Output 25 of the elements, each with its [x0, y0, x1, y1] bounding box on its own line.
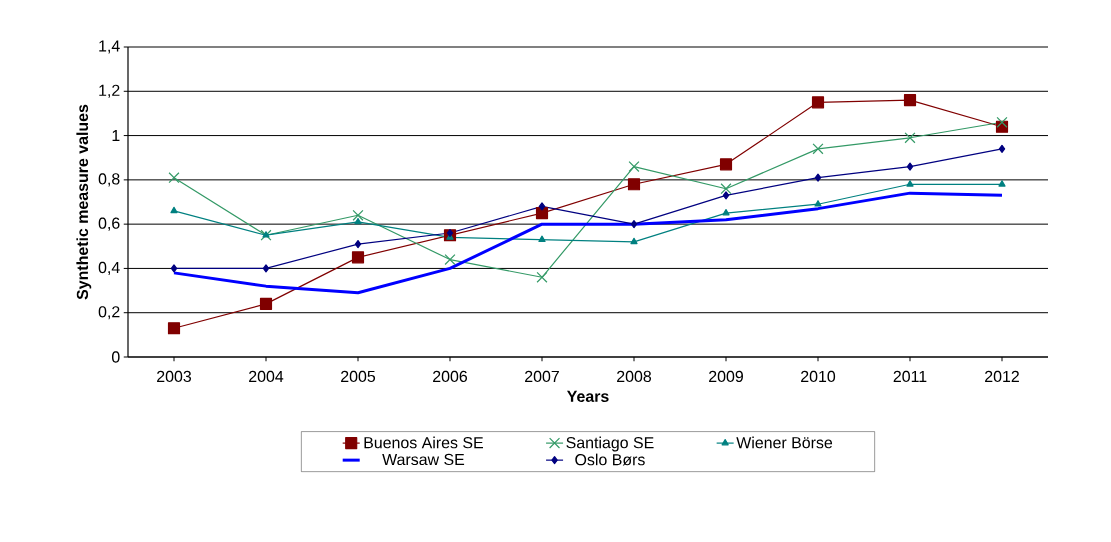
x-tick-label: 2004 [249, 370, 284, 383]
x-tick-label: 2012 [985, 370, 1019, 383]
legend-label: Wiener Börse [736, 436, 833, 449]
y-tick-label: 1,2 [99, 84, 120, 98]
y-axis-title: Synthetic measure values [76, 104, 92, 300]
x-tick-label: 2008 [617, 370, 652, 383]
x-axis-title: Years [566, 390, 609, 402]
legend-label: Santiago SE [566, 436, 654, 452]
x-tick-label: 2003 [157, 370, 192, 383]
x-tick-label: 2006 [433, 370, 468, 383]
y-tick-label: 0,2 [98, 306, 120, 320]
x-tick-label: 2005 [341, 370, 376, 383]
legend-label: Buenos Aires SE [364, 436, 483, 449]
y-tick-label: 1,4 [99, 40, 120, 54]
legend-label: Warsaw SE [382, 453, 465, 466]
y-tick-label: 0,6 [98, 217, 120, 231]
x-tick-label: 2009 [709, 370, 743, 383]
y-tick-label: 0,8 [98, 173, 120, 187]
y-tick-label: 0,4 [98, 261, 120, 276]
x-tick-label: 2011 [893, 370, 927, 383]
x-tick-label: 2010 [801, 370, 836, 383]
y-tick-label: 0 [111, 351, 120, 363]
legend-label: Oslo Børs [575, 453, 645, 466]
x-tick-label: 2007 [525, 370, 559, 383]
y-tick-label: 1 [112, 130, 120, 142]
